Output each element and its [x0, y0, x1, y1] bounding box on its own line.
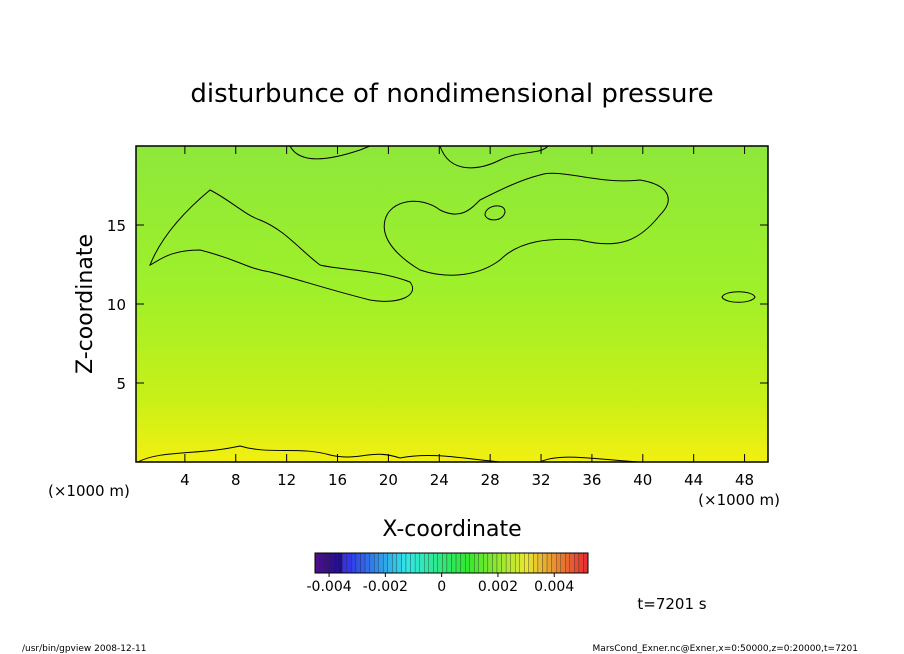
x-tick-label: 48 [735, 471, 754, 489]
colorbar-cell [446, 552, 452, 574]
colorbar-cell [455, 552, 461, 574]
colorbar-cell [401, 552, 407, 574]
y-tick-label: 5 [116, 375, 126, 393]
colorbar-cell [323, 552, 329, 574]
colorbar-cell [451, 552, 457, 574]
colorbar-tick-label: -0.002 [363, 579, 408, 595]
x-tick-label: 36 [582, 471, 601, 489]
colorbar-cell [428, 552, 434, 574]
colorbar-cell [319, 552, 325, 574]
colorbar-cell [414, 552, 420, 574]
colorbar-cell [342, 552, 347, 574]
colorbar-cell [369, 552, 375, 574]
colorbar-cell [510, 552, 516, 574]
x-tick-label: 44 [684, 471, 703, 489]
colorbar-cell [433, 552, 438, 574]
colorbar-cell [419, 552, 425, 574]
y-axis-label: Z-coordinate [73, 234, 98, 374]
x-tick-label: 12 [277, 471, 296, 489]
colorbar-cell [483, 552, 489, 574]
colorbar-cell [424, 552, 429, 574]
footer: /usr/bin/gpview 2008-12-11 [22, 644, 146, 654]
colorbar-cell [460, 552, 466, 574]
colorbar-cell [351, 552, 357, 574]
x-unit-label: (×1000 m) [48, 482, 130, 500]
field [136, 146, 768, 462]
colorbar-cell [501, 552, 507, 574]
colorbar-cell [537, 552, 543, 574]
colorbar-cell [551, 552, 557, 574]
x-tick-label: 8 [231, 471, 241, 489]
colorbar-cell [442, 552, 448, 574]
colorbar-tick-label: 0.004 [534, 579, 574, 595]
x-tick-label: 16 [328, 471, 347, 489]
colorbar [314, 552, 589, 574]
y-tick-label: 10 [107, 296, 126, 314]
colorbar-cell [528, 552, 534, 574]
colorbar-cell [337, 552, 343, 574]
colorbar-cell [373, 552, 379, 574]
colorbar-cell [396, 552, 402, 574]
colorbar-cell [478, 552, 484, 574]
colorbar-cell [355, 552, 361, 574]
colorbar-cell [487, 552, 493, 574]
chart-title: disturbunce of nondimensional pressure [190, 79, 713, 109]
colorbar-cell [560, 552, 566, 574]
colorbar-cell [515, 552, 520, 574]
colorbar-cell [378, 552, 384, 574]
colorbar-cell [469, 552, 475, 574]
x-tick-label: 40 [633, 471, 652, 489]
colorbar-cell [392, 552, 398, 574]
colorbar-cell [519, 552, 525, 574]
colorbar-cell [496, 552, 502, 574]
contours [137, 145, 756, 463]
colorbar-cell [524, 552, 529, 574]
x-tick-label: 32 [531, 471, 550, 489]
x-unit-label: (×1000 m) [698, 491, 780, 509]
x-tick-label: 20 [379, 471, 398, 489]
colorbar-cell [569, 552, 575, 574]
colorbar-cell [437, 552, 443, 574]
colorbar-cell [578, 552, 584, 574]
colorbar-tick-label: -0.004 [307, 579, 352, 595]
time-label: t=7201 s [637, 595, 706, 613]
colorbar-cell [333, 552, 338, 574]
colorbar-cell [405, 552, 411, 574]
colorbar-tick-label: 0.002 [478, 579, 518, 595]
colorbar-cell [346, 552, 352, 574]
colorbar-cell [583, 552, 589, 574]
colorbar-cell [533, 552, 539, 574]
colorbar-cell [328, 552, 334, 574]
colorbar-cell [505, 552, 511, 574]
colorbar-cell [383, 552, 388, 574]
y-tick-label: 15 [107, 217, 126, 235]
footer: MarsCond_Exner.nc@Exner,x=0:50000,z=0:20… [593, 644, 858, 654]
colorbar-frame [314, 552, 589, 574]
x-tick-label: 24 [430, 471, 449, 489]
colorbar-cell [314, 552, 320, 574]
colorbar-cell [556, 552, 561, 574]
colorbar-cell [360, 552, 366, 574]
colorbar-cell [565, 552, 570, 574]
colorbar-cell [542, 552, 548, 574]
x-tick-label: 28 [481, 471, 500, 489]
colorbar-cell [492, 552, 498, 574]
x-tick-label: 4 [180, 471, 190, 489]
colorbar-cell [464, 552, 470, 574]
colorbar-tick-label: 0 [437, 579, 446, 595]
colorbar-cell [364, 552, 370, 574]
colorbar-cell [574, 552, 580, 574]
x-axis-label: X-coordinate [382, 517, 521, 542]
colorbar-cell [410, 552, 416, 574]
colorbar-cell [474, 552, 479, 574]
colorbar-cell [546, 552, 552, 574]
colorbar-cell [387, 552, 393, 574]
